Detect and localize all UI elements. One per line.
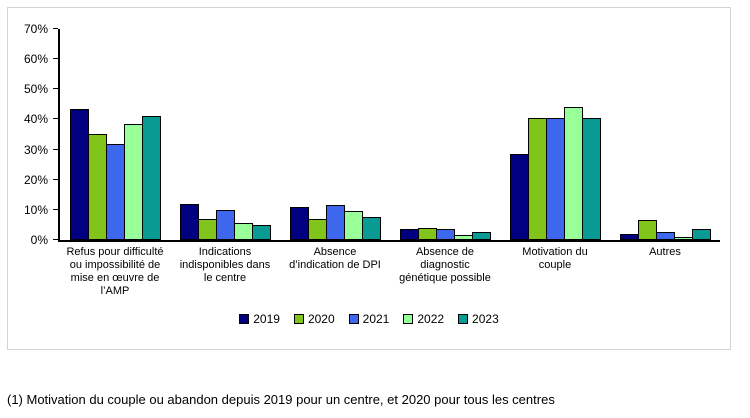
y-tick-label: 40%	[23, 112, 48, 126]
y-tick-mark	[53, 28, 58, 29]
legend-swatch-2020	[293, 314, 304, 324]
x-axis-label: Refus pour difficulté ou impossibilité d…	[66, 246, 164, 297]
legend: 2019 2020 2021 2022 2023	[8, 312, 730, 326]
bar-2021	[105, 144, 125, 240]
bar-2023	[361, 217, 381, 240]
bar-2019	[69, 109, 89, 240]
bar-group	[390, 29, 500, 240]
bar-2022	[233, 223, 253, 240]
bar-group	[500, 29, 610, 240]
x-axis-label: Autres	[649, 246, 681, 258]
y-tick-label: 0%	[30, 233, 48, 247]
bar-group	[60, 29, 170, 240]
bar-2019	[399, 229, 419, 240]
bar-2021	[655, 232, 675, 240]
bar-2020	[87, 134, 107, 240]
y-tick-label: 50%	[23, 82, 48, 96]
y-tick-label: 20%	[23, 173, 48, 187]
bar-2022	[453, 235, 473, 240]
bar-2019	[509, 154, 529, 240]
bar-group	[280, 29, 390, 240]
y-tick-mark	[53, 179, 58, 180]
legend-swatch-2022	[403, 314, 414, 324]
bar-2019	[619, 234, 639, 240]
y-tick-mark	[53, 149, 58, 150]
y-tick-mark	[53, 118, 58, 119]
bar-2023	[691, 229, 711, 240]
bar-2020	[637, 220, 657, 240]
legend-label: 2023	[472, 312, 499, 326]
bar-2023	[251, 225, 271, 240]
legend-swatch-2019	[239, 314, 250, 324]
x-axis-label: Indications indisponibles dans le centre	[179, 246, 271, 284]
legend-label: 2022	[417, 312, 445, 326]
legend-item: 2023	[458, 312, 499, 326]
x-axis-label: Absence de diagnostic génétique possible	[399, 246, 491, 284]
bar-2020	[197, 219, 217, 240]
bar-2023	[141, 116, 161, 240]
bar-group	[610, 29, 720, 240]
y-tick-label: 10%	[23, 203, 48, 217]
bar-2021	[325, 205, 345, 240]
legend-label: 2019	[253, 312, 280, 326]
bar-2023	[471, 232, 491, 240]
x-axis-label: Absence d’indication de DPI	[289, 246, 381, 271]
bar-2021	[215, 210, 235, 240]
y-tick-label: 70%	[23, 22, 48, 36]
bar-2022	[563, 107, 583, 240]
x-axis-label: Motivation du couple	[522, 246, 588, 271]
bar-group	[170, 29, 280, 240]
y-tick-label: 30%	[23, 143, 48, 157]
legend-item: 2020	[293, 312, 335, 326]
plot-area: 0% 10% 20% 30% 40% 50% 60% 70% Refus pour diffi…	[24, 22, 720, 297]
y-tick-mark	[53, 239, 58, 240]
legend-item: 2021	[348, 312, 390, 326]
bars-area	[60, 29, 720, 240]
legend-label: 2020	[307, 312, 335, 326]
footnote: (1) Motivation du couple ou abandon depu…	[7, 392, 555, 407]
bar-2022	[123, 124, 143, 240]
legend-item: 2019	[239, 312, 280, 326]
bar-2021	[435, 229, 455, 240]
bar-2019	[289, 207, 309, 240]
bar-2019	[179, 204, 199, 240]
bar-2022	[673, 237, 693, 240]
legend-swatch-2021	[348, 314, 359, 324]
bar-2022	[343, 211, 363, 240]
bar-2023	[581, 118, 601, 240]
y-tick-mark	[53, 58, 58, 59]
bar-2021	[545, 118, 565, 240]
bar-2020	[307, 219, 327, 240]
bar-2020	[527, 118, 547, 240]
y-tick-mark	[53, 88, 58, 89]
legend-swatch-2023	[458, 314, 469, 324]
legend-item: 2022	[403, 312, 444, 326]
legend-label: 2021	[362, 312, 390, 326]
bar-2020	[417, 228, 437, 240]
y-tick-label: 60%	[23, 52, 48, 66]
y-tick-mark	[53, 209, 58, 210]
x-axis-labels: Refus pour difficulté ou impossibilité d…	[60, 246, 720, 298]
chart-frame: 0% 10% 20% 30% 40% 50% 60% 70% Refus pour diffi…	[7, 7, 731, 350]
